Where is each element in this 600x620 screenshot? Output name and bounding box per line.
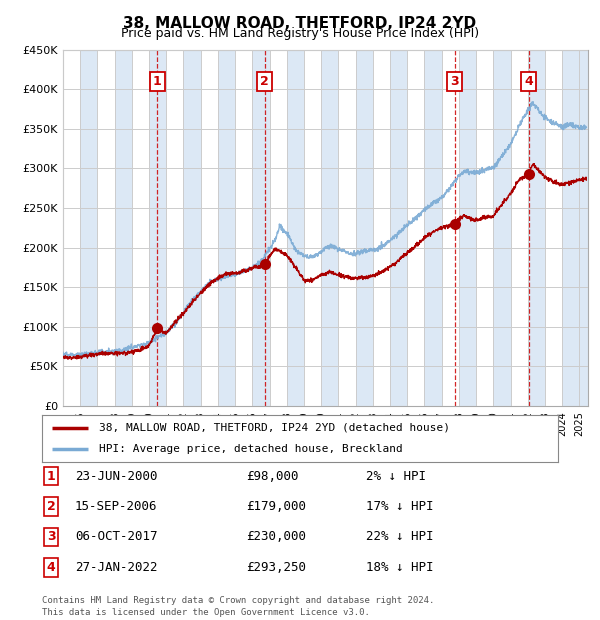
Bar xyxy=(132,50,149,406)
Text: 4: 4 xyxy=(524,75,533,88)
Bar xyxy=(476,50,493,406)
Bar xyxy=(201,50,218,406)
Bar xyxy=(80,50,97,406)
Text: £293,250: £293,250 xyxy=(246,561,306,574)
Text: 27-JAN-2022: 27-JAN-2022 xyxy=(75,561,157,574)
Bar xyxy=(424,50,442,406)
Text: 2: 2 xyxy=(260,75,269,88)
Text: 38, MALLOW ROAD, THETFORD, IP24 2YD: 38, MALLOW ROAD, THETFORD, IP24 2YD xyxy=(124,16,476,30)
Bar xyxy=(321,50,338,406)
Text: Contains HM Land Registry data © Crown copyright and database right 2024.
This d: Contains HM Land Registry data © Crown c… xyxy=(42,596,434,617)
Bar xyxy=(184,50,201,406)
Text: 23-JUN-2000: 23-JUN-2000 xyxy=(75,470,157,482)
Text: 17% ↓ HPI: 17% ↓ HPI xyxy=(366,500,433,513)
Bar xyxy=(235,50,253,406)
Text: Price paid vs. HM Land Registry's House Price Index (HPI): Price paid vs. HM Land Registry's House … xyxy=(121,27,479,40)
Bar xyxy=(373,50,390,406)
Bar xyxy=(390,50,407,406)
Bar xyxy=(149,50,166,406)
Bar xyxy=(493,50,511,406)
Text: HPI: Average price, detached house, Breckland: HPI: Average price, detached house, Brec… xyxy=(99,445,403,454)
Text: 1: 1 xyxy=(47,470,55,482)
Bar xyxy=(442,50,459,406)
Text: 15-SEP-2006: 15-SEP-2006 xyxy=(75,500,157,513)
Bar xyxy=(511,50,528,406)
Text: 22% ↓ HPI: 22% ↓ HPI xyxy=(366,531,433,543)
Bar xyxy=(304,50,321,406)
Text: £230,000: £230,000 xyxy=(246,531,306,543)
Text: 3: 3 xyxy=(47,531,55,543)
Bar xyxy=(97,50,115,406)
Bar xyxy=(545,50,562,406)
Text: 1: 1 xyxy=(153,75,161,88)
Text: 2% ↓ HPI: 2% ↓ HPI xyxy=(366,470,426,482)
Text: 18% ↓ HPI: 18% ↓ HPI xyxy=(366,561,433,574)
Bar xyxy=(338,50,356,406)
Text: £179,000: £179,000 xyxy=(246,500,306,513)
Bar xyxy=(115,50,132,406)
Bar xyxy=(166,50,184,406)
Bar xyxy=(269,50,287,406)
Bar xyxy=(562,50,580,406)
Bar xyxy=(459,50,476,406)
Bar xyxy=(407,50,424,406)
Text: 06-OCT-2017: 06-OCT-2017 xyxy=(75,531,157,543)
Text: 2: 2 xyxy=(47,500,55,513)
Bar xyxy=(253,50,269,406)
Bar xyxy=(218,50,235,406)
Bar xyxy=(63,50,80,406)
Text: 38, MALLOW ROAD, THETFORD, IP24 2YD (detached house): 38, MALLOW ROAD, THETFORD, IP24 2YD (det… xyxy=(99,423,450,433)
Bar xyxy=(528,50,545,406)
Bar xyxy=(356,50,373,406)
Text: 4: 4 xyxy=(47,561,55,574)
Text: 3: 3 xyxy=(451,75,459,88)
Text: £98,000: £98,000 xyxy=(246,470,299,482)
Bar xyxy=(287,50,304,406)
